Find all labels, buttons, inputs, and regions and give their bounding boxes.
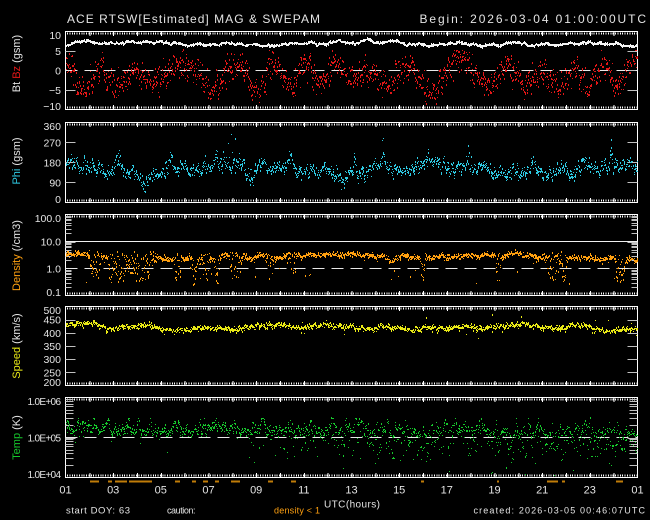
svg-text:−10: −10 bbox=[43, 101, 61, 113]
svg-text:5: 5 bbox=[55, 46, 61, 58]
svg-text:350: 350 bbox=[43, 341, 61, 353]
svg-text:01: 01 bbox=[631, 485, 643, 497]
svg-text:density < 1: density < 1 bbox=[274, 506, 320, 516]
svg-text:360: 360 bbox=[43, 121, 61, 133]
svg-text:400: 400 bbox=[43, 328, 61, 340]
svg-text:Temp (K): Temp (K) bbox=[11, 415, 23, 460]
svg-text:10.0: 10.0 bbox=[41, 237, 62, 249]
svg-text:Speed (km/s): Speed (km/s) bbox=[11, 313, 23, 378]
svg-text:UTC(hours): UTC(hours) bbox=[324, 500, 380, 511]
svg-text:created: 2026-03-05 00:46:07UT: created: 2026-03-05 00:46:07UTC bbox=[474, 506, 646, 516]
svg-text:Begin: 2026-03-04 01:00:00UTC: Begin: 2026-03-04 01:00:00UTC bbox=[420, 12, 647, 26]
svg-text:15: 15 bbox=[393, 485, 405, 497]
svg-text:180: 180 bbox=[43, 158, 61, 170]
svg-text:09: 09 bbox=[250, 485, 262, 497]
svg-text:01: 01 bbox=[59, 485, 71, 497]
svg-text:1.0E+04: 1.0E+04 bbox=[28, 470, 62, 481]
svg-text:90: 90 bbox=[49, 178, 61, 190]
svg-text:450: 450 bbox=[43, 315, 61, 327]
svg-text:caution:: caution: bbox=[167, 506, 196, 516]
svg-text:500: 500 bbox=[43, 305, 61, 317]
svg-text:Density (/cm3): Density (/cm3) bbox=[11, 220, 23, 291]
svg-text:100.0: 100.0 bbox=[35, 213, 61, 225]
svg-text:0.1: 0.1 bbox=[46, 287, 61, 299]
svg-text:03: 03 bbox=[107, 485, 119, 497]
svg-text:−5: −5 bbox=[49, 85, 61, 97]
svg-text:07: 07 bbox=[202, 485, 214, 497]
svg-text:1.0: 1.0 bbox=[46, 264, 61, 276]
svg-text:21: 21 bbox=[536, 485, 548, 497]
svg-text:10: 10 bbox=[49, 30, 61, 42]
svg-text:1.0E+05: 1.0E+05 bbox=[28, 434, 62, 445]
svg-text:Phi (gsm): Phi (gsm) bbox=[11, 137, 23, 184]
svg-text:start DOY: 63: start DOY: 63 bbox=[66, 506, 130, 517]
svg-text:Bt Bz (gsm): Bt Bz (gsm) bbox=[11, 35, 23, 92]
svg-text:13: 13 bbox=[345, 485, 357, 497]
svg-text:0: 0 bbox=[55, 194, 61, 206]
svg-text:19: 19 bbox=[488, 485, 500, 497]
svg-text:ACE RTSW[Estimated] MAG & SWEP: ACE RTSW[Estimated] MAG & SWEPAM bbox=[67, 12, 320, 26]
svg-text:200: 200 bbox=[43, 377, 61, 389]
svg-text:250: 250 bbox=[43, 367, 61, 379]
svg-text:270: 270 bbox=[43, 138, 61, 150]
svg-text:23: 23 bbox=[584, 485, 596, 497]
svg-text:11: 11 bbox=[298, 485, 309, 497]
svg-text:17: 17 bbox=[441, 485, 453, 497]
svg-text:05: 05 bbox=[155, 485, 167, 497]
svg-text:300: 300 bbox=[43, 354, 61, 366]
svg-text:1.0E+06: 1.0E+06 bbox=[28, 397, 62, 408]
svg-text:0: 0 bbox=[55, 66, 61, 78]
